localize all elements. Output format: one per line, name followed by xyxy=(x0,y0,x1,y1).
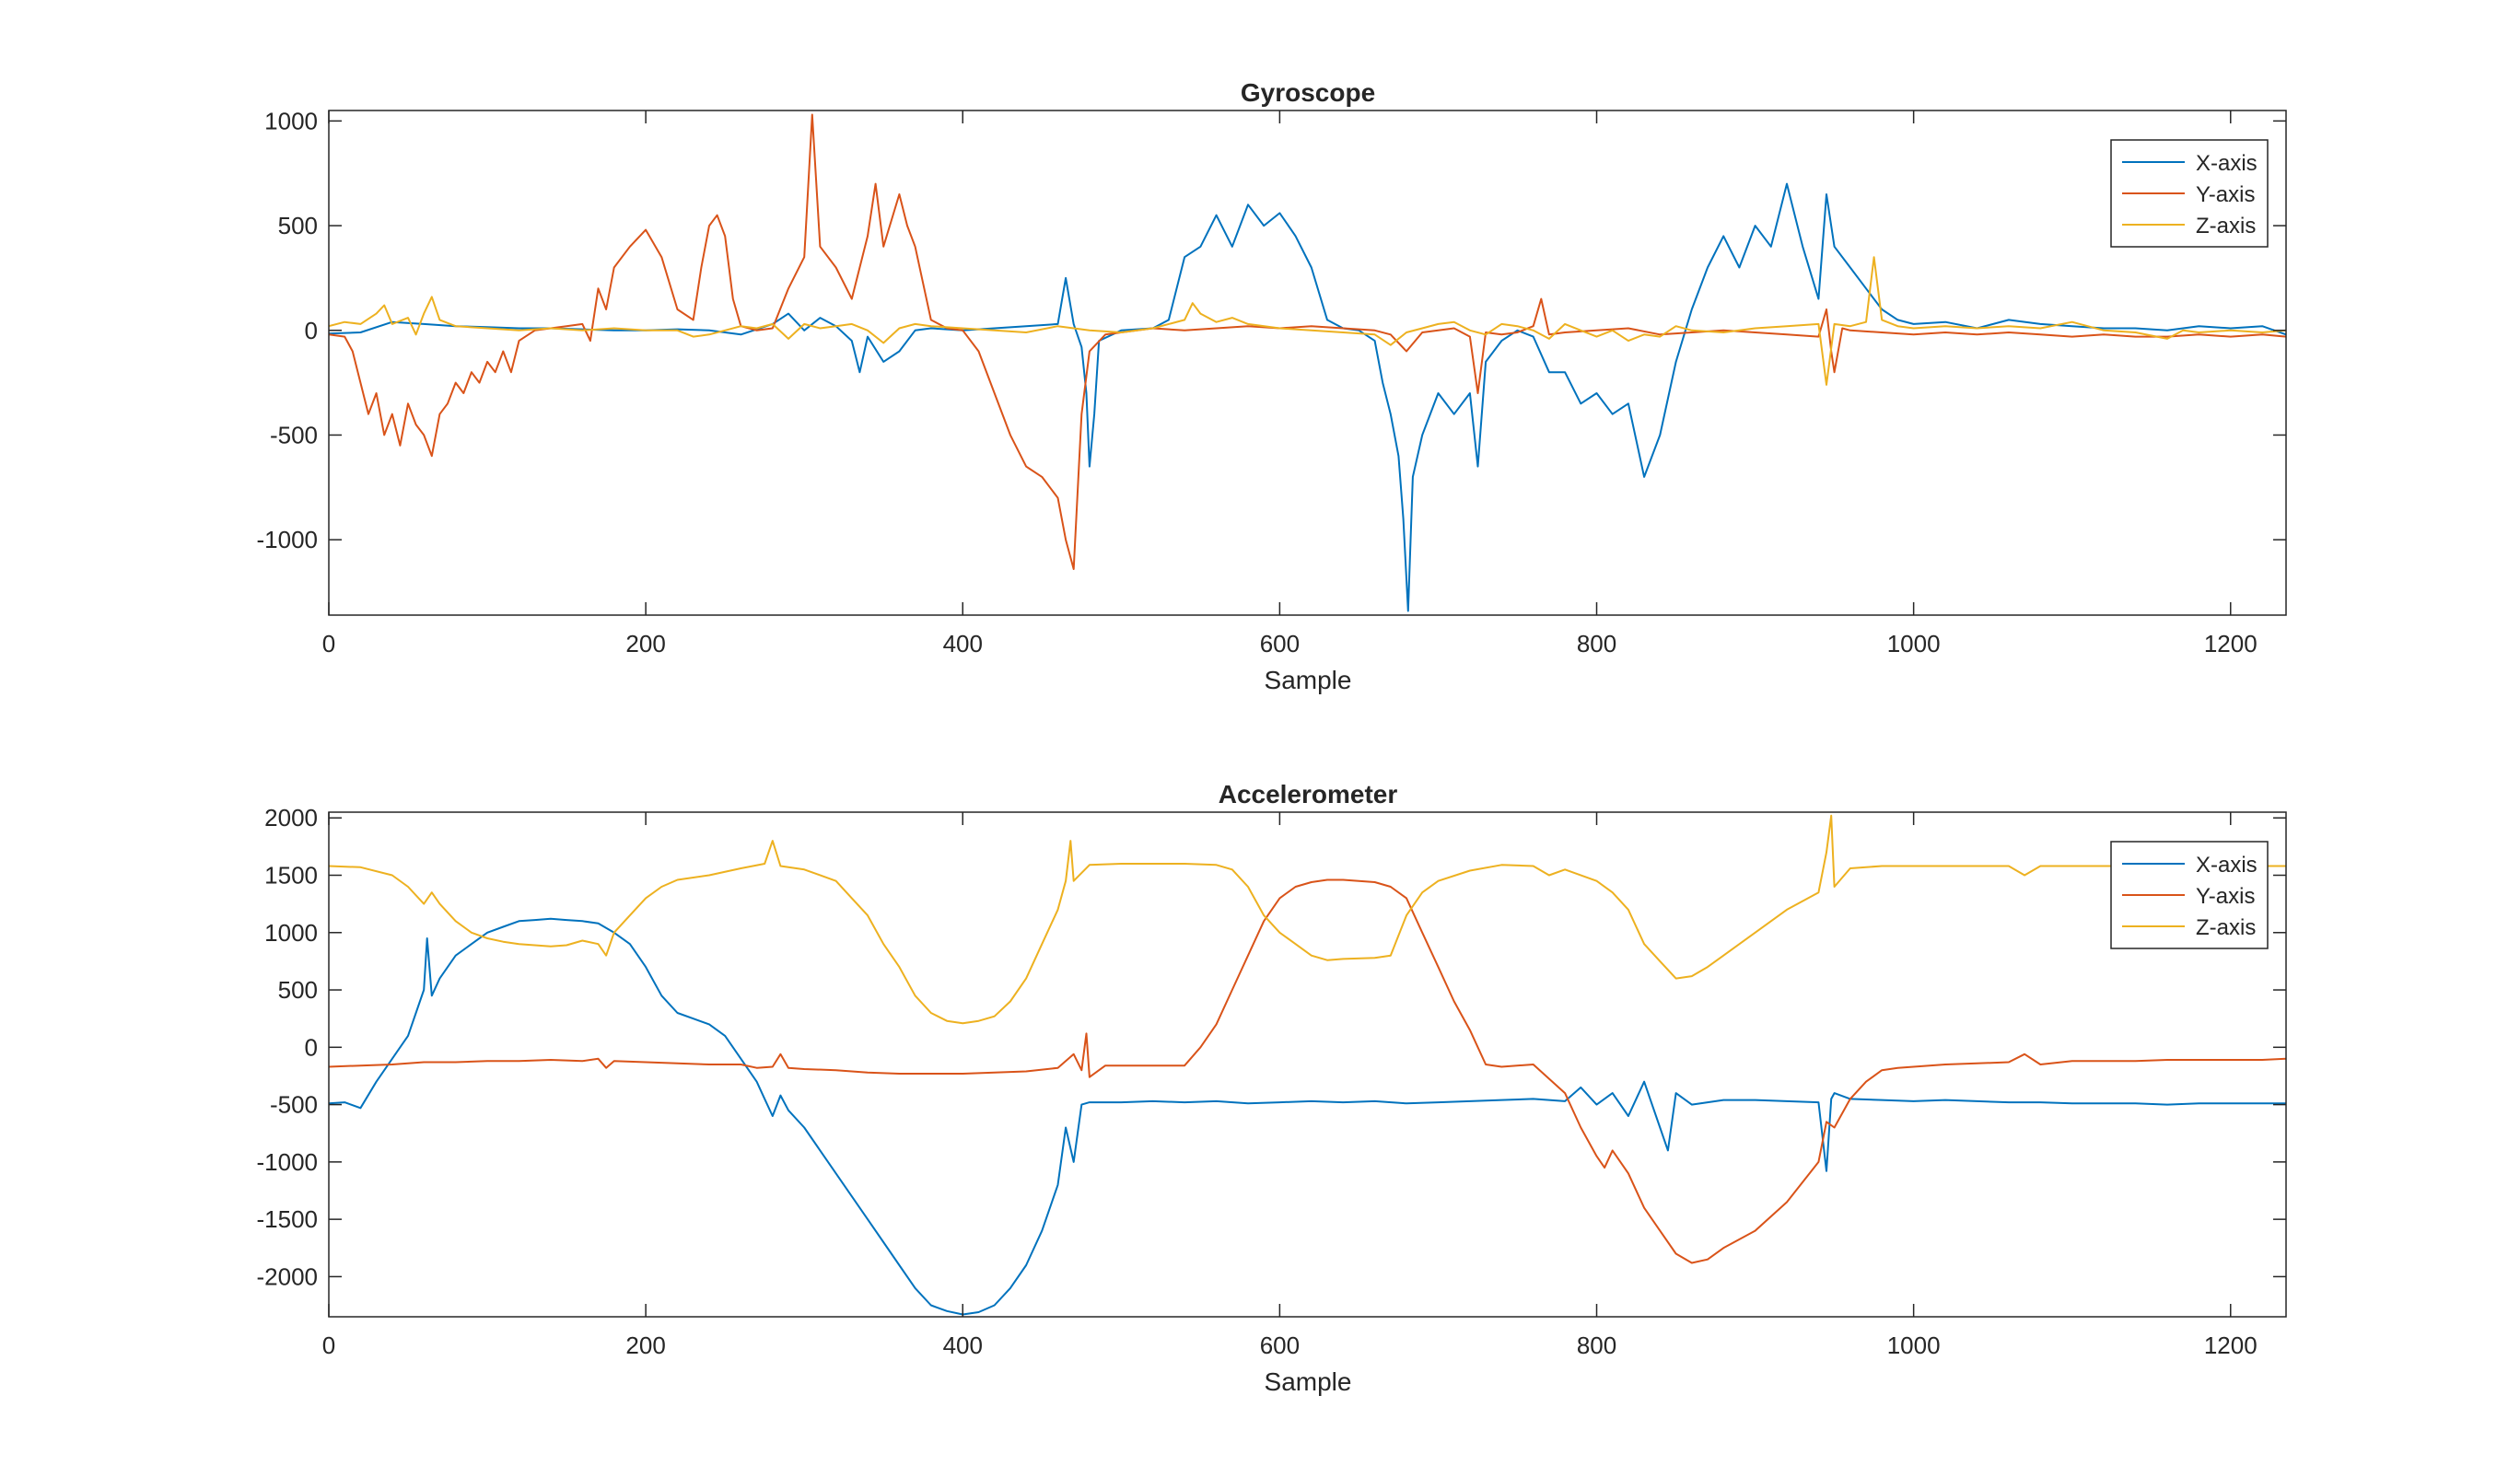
accelerometer-series-x-axis xyxy=(329,917,2286,1316)
gyroscope-subplot: Gyroscope Sample 0 200 400 600 800 1000 1200 -1… xyxy=(257,78,2287,694)
gyroscope-legend: X-axis Y-axis Z-axis xyxy=(2110,139,2269,248)
gyroscope-ytick-label: 1000 xyxy=(264,107,318,134)
accelerometer-xtick-label: 0 xyxy=(322,1332,335,1359)
gyroscope-title: Gyroscope xyxy=(1241,78,1375,107)
accelerometer-xtick-label: 600 xyxy=(1260,1332,1300,1359)
gyroscope-ytick-label: 0 xyxy=(305,317,318,344)
gyroscope-xtick-label: 600 xyxy=(1260,630,1300,657)
accelerometer-ytick-label: -1000 xyxy=(257,1148,319,1176)
gyroscope-series-x-axis xyxy=(329,182,2286,612)
gyroscope-ytick-label: -500 xyxy=(270,421,318,448)
gyroscope-series-z-axis xyxy=(329,256,2286,386)
accelerometer-axes-layer: 0 200 400 600 800 1000 1200 -2000 -1500 -1000 -500… xyxy=(257,804,2287,1359)
accelerometer-axes-box xyxy=(328,811,2287,1318)
gyroscope-xtick-label: 200 xyxy=(625,630,665,657)
accelerometer-ytick-label: -1500 xyxy=(257,1205,319,1233)
accelerometer-xlabel: Sample xyxy=(1265,1367,1352,1396)
accelerometer-title: Accelerometer xyxy=(1219,780,1398,808)
gyroscope-xtick-label: 800 xyxy=(1577,630,1616,657)
accelerometer-ytick-label: 0 xyxy=(305,1033,318,1061)
accelerometer-ytick-label: 500 xyxy=(278,976,318,1004)
accelerometer-xtick-label: 1200 xyxy=(2204,1332,2258,1359)
gyroscope-xtick-label: 1000 xyxy=(1887,630,1941,657)
accelerometer-ytick-label: 1500 xyxy=(264,862,318,890)
gyroscope-ytick-label: 500 xyxy=(278,212,318,239)
accelerometer-legend-label-y-axis: Y-axis xyxy=(2196,884,2255,909)
gyroscope-legend-label-z-axis: Z-axis xyxy=(2196,214,2256,238)
accelerometer-legend: X-axis Y-axis Z-axis xyxy=(2110,841,2269,949)
gyroscope-series-y-axis xyxy=(329,113,2286,570)
gyroscope-axes-box xyxy=(328,110,2287,616)
gyroscope-ytick-label: -1000 xyxy=(257,526,319,553)
gyroscope-xlabel: Sample xyxy=(1265,666,1352,694)
accelerometer-legend-label-x-axis: X-axis xyxy=(2196,853,2258,878)
accelerometer-ytick-label: -500 xyxy=(270,1091,318,1119)
gyroscope-legend-label-y-axis: Y-axis xyxy=(2196,182,2255,207)
accelerometer-legend-label-z-axis: Z-axis xyxy=(2196,915,2256,940)
gyroscope-xtick-label: 400 xyxy=(943,630,983,657)
accelerometer-ytick-label: -2000 xyxy=(257,1262,319,1290)
accelerometer-ytick-label: 1000 xyxy=(264,919,318,947)
gyroscope-legend-label-x-axis: X-axis xyxy=(2196,151,2258,176)
accelerometer-series-y-axis xyxy=(329,878,2286,1264)
accelerometer-series-z-axis xyxy=(329,814,2286,1025)
gyroscope-axes-layer: 0 200 400 600 800 1000 1200 -1000 -500 0 500 1000 xyxy=(257,107,2287,657)
accelerometer-series-layer xyxy=(329,814,2286,1316)
accelerometer-xtick-label: 400 xyxy=(943,1332,983,1359)
accelerometer-ytick-label: 2000 xyxy=(264,804,318,832)
accelerometer-xtick-label: 200 xyxy=(625,1332,665,1359)
gyroscope-xtick-label: 1200 xyxy=(2204,630,2258,657)
gyroscope-xtick-label: 0 xyxy=(322,630,335,657)
gyroscope-series-layer xyxy=(329,113,2286,612)
accelerometer-xtick-label: 1000 xyxy=(1887,1332,1941,1359)
accelerometer-xtick-label: 800 xyxy=(1577,1332,1616,1359)
accelerometer-subplot: Accelerometer Sample 0 200 400 600 800 1000 12… xyxy=(257,780,2287,1396)
